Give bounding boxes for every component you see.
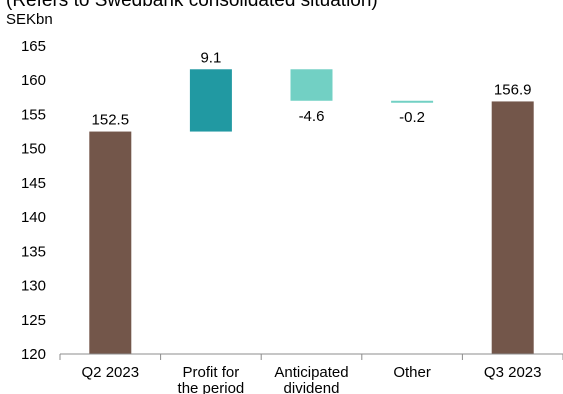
y-tick-label: 155	[21, 106, 46, 123]
category-label: Q3 2023	[484, 364, 542, 381]
y-tick-label: 120	[21, 346, 46, 363]
y-tick-label: 125	[21, 312, 46, 329]
category-label: Q2 2023	[82, 364, 140, 381]
data-labels: 152.5 9.1 -4.6 -0.2 156.9	[92, 49, 532, 128]
y-axis-ticks: 120 125 130 135 140 145 150 155 160 165	[21, 38, 46, 363]
y-axis-unit-label: SEKbn	[6, 11, 53, 28]
y-tick-label: 145	[21, 175, 46, 192]
category-label: Anticipated	[274, 364, 348, 381]
bar	[89, 131, 132, 354]
bar	[391, 100, 434, 103]
category-label: Other	[393, 364, 431, 381]
category-label: dividend	[284, 380, 340, 394]
bar	[491, 101, 534, 354]
y-tick-label: 140	[21, 209, 46, 226]
y-tick-label: 165	[21, 38, 46, 55]
bar	[290, 69, 333, 101]
data-label: 9.1	[200, 49, 221, 66]
y-tick-label: 130	[21, 278, 46, 295]
data-label: 156.9	[494, 81, 532, 98]
y-tick-label: 135	[21, 243, 46, 260]
chart-title: (Refers to Swedbank consolidated situati…	[6, 0, 378, 11]
data-label: -4.6	[299, 108, 325, 125]
bar-series	[89, 69, 534, 354]
category-label: the period	[178, 380, 245, 394]
x-axis	[59, 353, 563, 360]
bar	[189, 69, 232, 132]
y-tick-label: 160	[21, 72, 46, 89]
category-label: Profit for	[183, 364, 240, 381]
data-label: -0.2	[399, 109, 425, 126]
data-label: 152.5	[92, 112, 130, 129]
y-tick-label: 150	[21, 141, 46, 158]
